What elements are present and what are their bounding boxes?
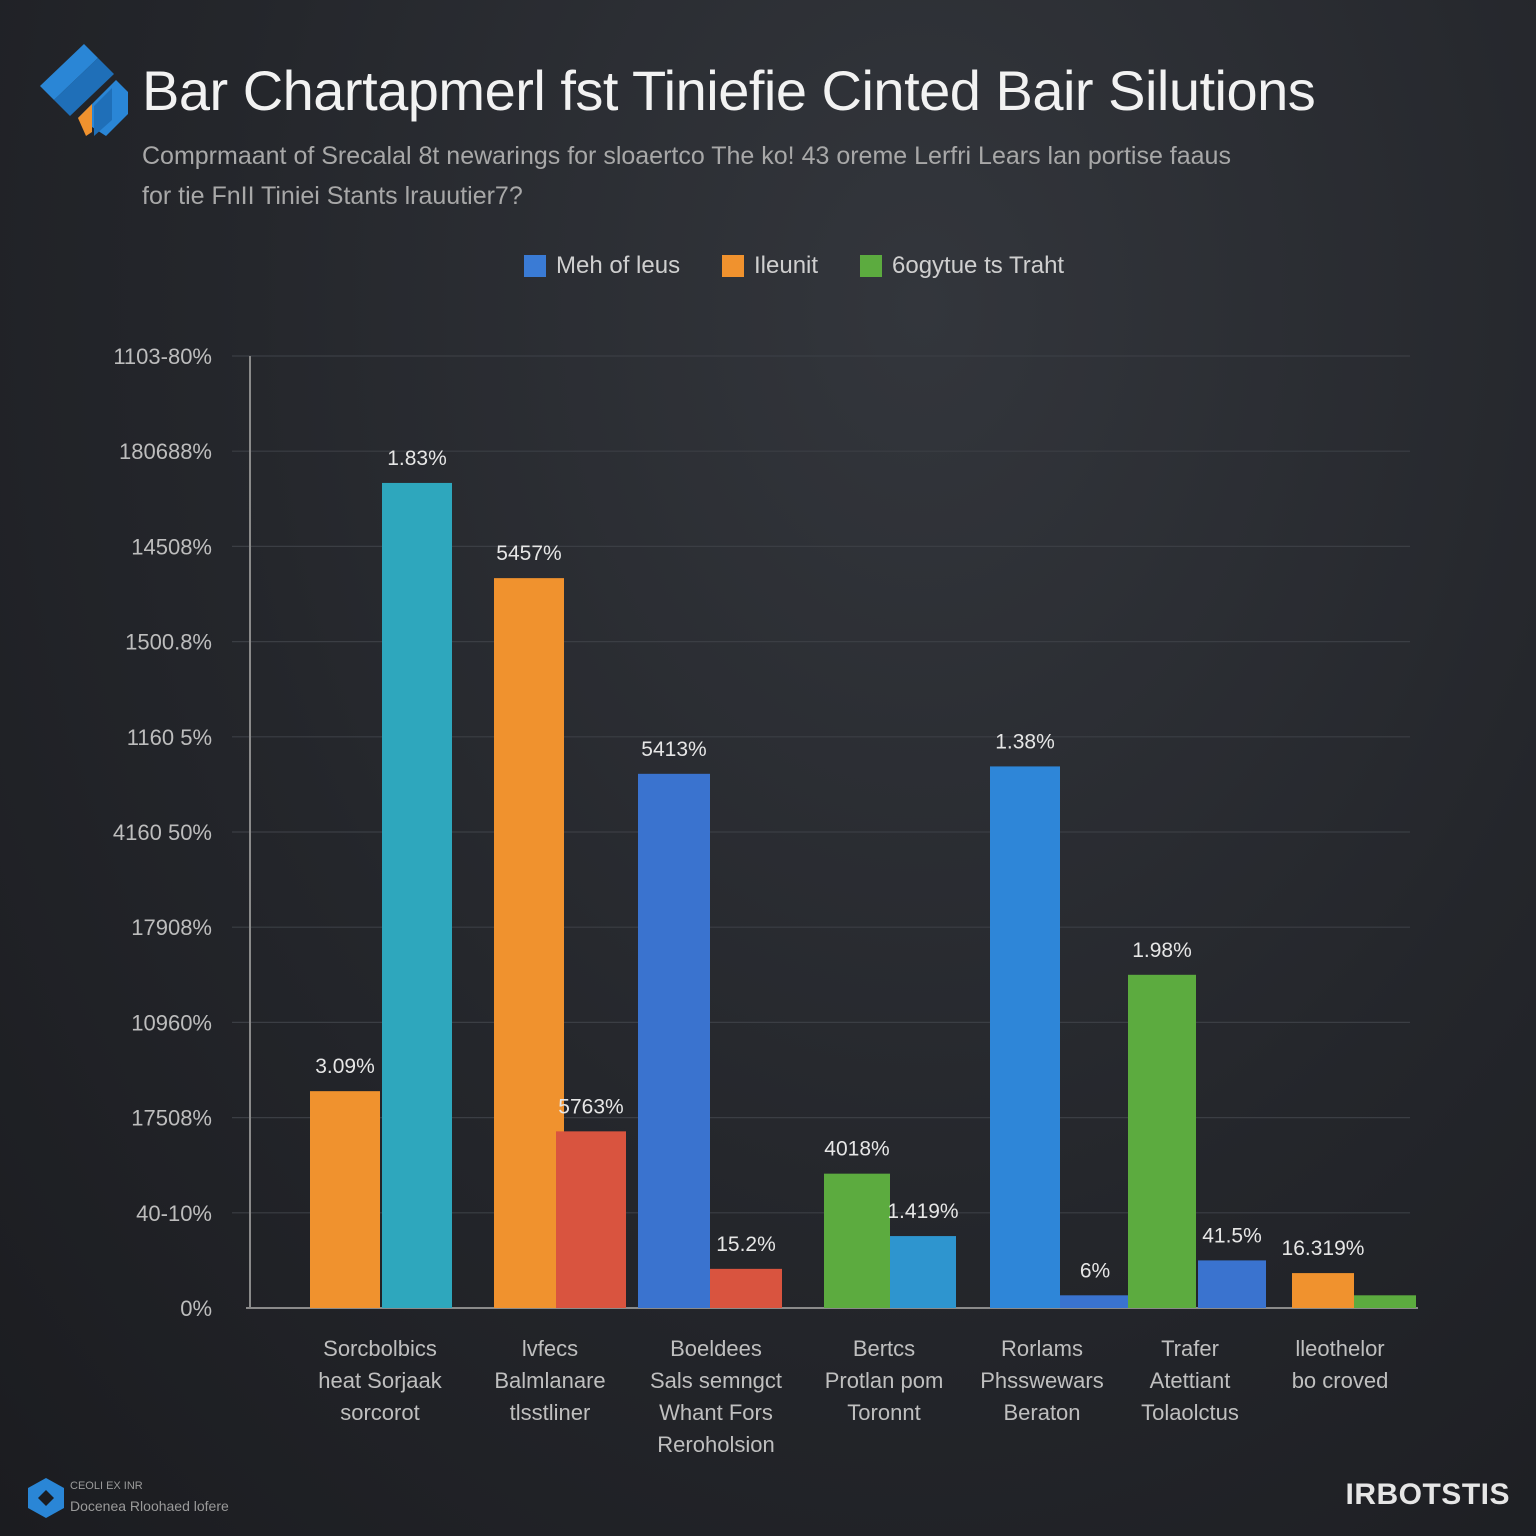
footer-brand-line-2: Docenea Rloohaed lofere — [70, 1498, 229, 1514]
bar — [1198, 1260, 1266, 1308]
legend-item-1: Meh of leus — [524, 252, 680, 280]
bar — [494, 578, 564, 1308]
bar-data-label: 1.38% — [995, 730, 1055, 753]
x-category-label: heat Sorjaak — [318, 1368, 443, 1393]
bar — [638, 773, 710, 1308]
chart-legend: Meh of leus Ileunit 6ogytue ts Traht — [0, 252, 1536, 286]
x-category-label: Sals semngct — [650, 1368, 782, 1393]
x-category-label: lvfecs — [522, 1336, 578, 1361]
x-category-label: Beraton — [1003, 1400, 1080, 1425]
bar-data-label: 5763% — [558, 1095, 623, 1118]
bar — [556, 1131, 626, 1308]
y-tick-label: 4160 50% — [113, 820, 212, 845]
brand-logo-icon — [40, 44, 128, 136]
legend-label-3: 6ogytue ts Traht — [892, 252, 1065, 279]
y-tick-label: 180688% — [119, 439, 212, 464]
bar — [990, 766, 1060, 1308]
y-tick-label: 40-10% — [136, 1201, 212, 1226]
y-tick-label: 1160 5% — [127, 725, 212, 750]
bar-data-label: 1.83% — [387, 447, 447, 470]
x-category-label: Balmlanare — [494, 1368, 605, 1393]
bar — [710, 1268, 782, 1308]
bar-data-label: 5413% — [641, 738, 706, 761]
x-category-label: Whant Fors — [659, 1400, 773, 1425]
y-tick-label: 14508% — [131, 534, 212, 559]
x-category-label: lleothelor — [1295, 1336, 1384, 1361]
legend-label-2: Ileunit — [754, 252, 819, 279]
bar-data-label: 3.09% — [315, 1055, 375, 1078]
y-tick-label: 10960% — [131, 1010, 212, 1035]
x-category-label: sorcorot — [340, 1400, 419, 1425]
bar — [1128, 974, 1196, 1308]
x-category-label: Bertcs — [853, 1336, 915, 1361]
x-category-label: Reroholsion — [657, 1432, 774, 1457]
bar-data-label: 41.5% — [1202, 1224, 1262, 1247]
legend-swatch-2 — [722, 255, 744, 277]
x-category-label: Tolaolctus — [1141, 1400, 1239, 1425]
bar — [1292, 1273, 1354, 1308]
x-category-label: Boeldees — [670, 1336, 762, 1361]
bar-data-label: 6% — [1080, 1259, 1110, 1282]
y-tick-label: 17908% — [131, 915, 212, 940]
subtitle-line-1: Comprmaant of Srecalal 8t newarings for … — [142, 142, 1231, 170]
bar-data-label: 1.98% — [1132, 939, 1192, 962]
y-tick-label: 1103-80% — [113, 344, 212, 369]
bar-data-label: 16.319% — [1282, 1237, 1365, 1260]
x-category-label: tlsstliner — [510, 1400, 591, 1425]
bar-data-label: 4018% — [824, 1138, 889, 1161]
bar-data-label: 15.2% — [716, 1233, 776, 1256]
legend-item-3: 6ogytue ts Traht — [860, 252, 1064, 280]
x-category-label: Trafer — [1161, 1336, 1219, 1361]
footer-brand-line-1: CEOLI EX INR — [70, 1480, 143, 1492]
x-category-label: Toronnt — [847, 1400, 920, 1425]
x-category-label: Atettiant — [1150, 1368, 1231, 1393]
bar — [382, 482, 452, 1308]
bar — [1060, 1295, 1130, 1308]
y-tick-label: 1500.8% — [125, 630, 212, 655]
bar — [310, 1091, 380, 1308]
bar — [890, 1236, 956, 1308]
bar — [1354, 1295, 1416, 1308]
footer-brand-name: IRBOTSTIS — [1345, 1478, 1510, 1511]
bar — [824, 1173, 890, 1308]
x-category-label: Protlan pom — [825, 1368, 944, 1393]
x-category-label: Sorcbolbics — [323, 1336, 437, 1361]
x-category-label: bo croved — [1292, 1368, 1389, 1393]
y-tick-label: 17508% — [131, 1106, 212, 1131]
footer-logo-icon — [28, 1478, 64, 1518]
bar-data-label: 5457% — [496, 542, 561, 565]
subtitle-line-2: for tie FnII Tiniei Stants lrauutier7? — [142, 182, 523, 210]
legend-swatch-3 — [860, 255, 882, 277]
legend-swatch-1 — [524, 255, 546, 277]
x-category-label: Rorlams — [1001, 1336, 1083, 1361]
y-tick-label: 0% — [180, 1296, 212, 1321]
legend-label-1: Meh of leus — [556, 252, 681, 279]
x-category-label: Phsswewars — [980, 1368, 1103, 1393]
legend-item-2: Ileunit — [722, 252, 818, 280]
bar-data-label: 1.419% — [887, 1200, 958, 1223]
page-title: Bar Chartapmerl fst Tiniefie Cinted Bair… — [142, 59, 1316, 122]
